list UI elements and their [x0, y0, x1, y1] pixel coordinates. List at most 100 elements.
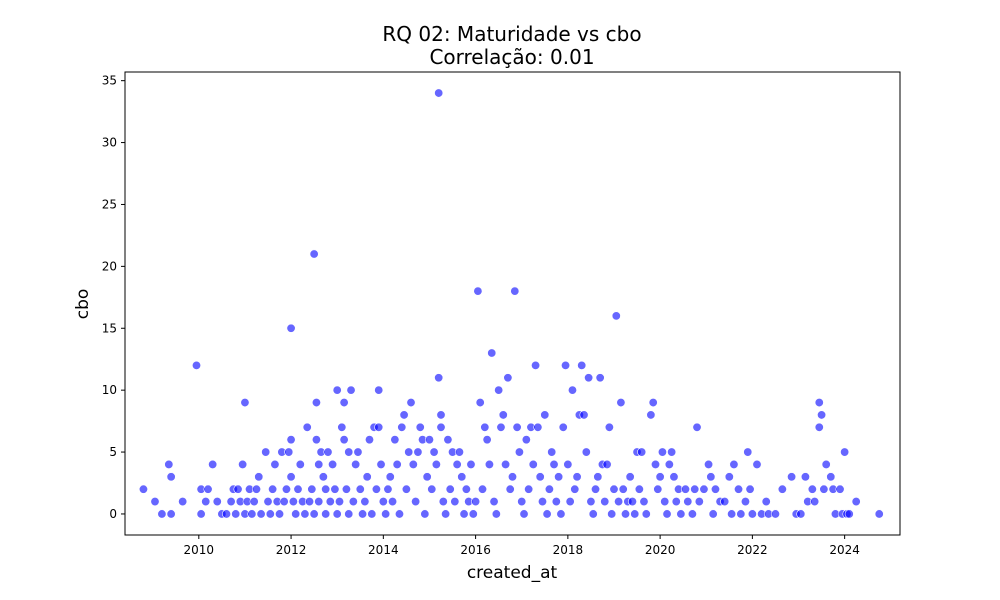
scatter-point	[496, 422, 506, 432]
scatter-point	[489, 497, 499, 507]
scatter-point	[519, 509, 529, 519]
scatter-point	[627, 497, 637, 507]
x-axis-label: created_at	[467, 563, 558, 583]
scatter-point	[646, 410, 656, 420]
scatter-point	[226, 497, 236, 507]
scatter-point	[323, 447, 333, 457]
scatter-point	[669, 472, 679, 482]
scatter-point	[321, 509, 331, 519]
y-tick-label: 25	[102, 197, 117, 211]
scatter-point	[600, 497, 610, 507]
scatter-point	[358, 509, 368, 519]
scatter-point	[309, 509, 319, 519]
scatter-point	[422, 472, 432, 482]
scatter-point	[817, 410, 827, 420]
scatter-point	[533, 422, 543, 432]
scatter-point	[591, 484, 601, 494]
scatter-point	[295, 459, 305, 469]
scatter-point	[441, 509, 451, 519]
scatter-point	[371, 484, 381, 494]
scatter-point	[325, 497, 335, 507]
scatter-point	[734, 484, 744, 494]
scatter-point	[293, 484, 303, 494]
scatter-point	[770, 509, 780, 519]
x-axis-ticks: 2010 2012 2014 2016 2018 2020 2022 2024	[184, 535, 860, 557]
scatter-point	[704, 459, 714, 469]
plot-area-frame	[124, 71, 901, 536]
scatter-point	[475, 398, 485, 408]
scatter-point	[281, 484, 291, 494]
scatter-point	[378, 497, 388, 507]
scatter-point	[291, 509, 301, 519]
scatter-point	[436, 422, 446, 432]
scatter-point	[484, 459, 494, 469]
scatter-point	[337, 422, 347, 432]
scatter-point	[208, 459, 218, 469]
scatter-point	[556, 509, 566, 519]
scatter-point	[344, 447, 354, 457]
scatter-point	[311, 435, 321, 445]
scatter-point	[720, 497, 730, 507]
scatter-point	[427, 484, 437, 494]
x-tick-label: 2012	[276, 543, 307, 557]
scatter-point	[314, 459, 324, 469]
scatter-point	[436, 410, 446, 420]
scatter-point	[521, 435, 531, 445]
scatter-point	[821, 459, 831, 469]
scatter-point	[286, 435, 296, 445]
scatter-point	[438, 497, 448, 507]
scatter-point	[381, 509, 391, 519]
x-tick-label: 2018	[553, 543, 584, 557]
scatter-point	[364, 435, 374, 445]
scatter-point	[376, 459, 386, 469]
scatter-point	[614, 497, 624, 507]
x-tick-label: 2010	[184, 543, 215, 557]
scatter-point	[355, 484, 365, 494]
scatter-point	[800, 472, 810, 482]
scatter-point	[201, 497, 211, 507]
scatter-point	[844, 509, 854, 519]
scatter-point	[660, 497, 670, 507]
scatter-point	[454, 447, 464, 457]
scatter-point	[344, 509, 354, 519]
scatter-point	[528, 459, 538, 469]
scatter-point	[166, 509, 176, 519]
scatter-point	[138, 484, 148, 494]
scatter-point	[655, 472, 665, 482]
scatter-point	[221, 509, 231, 519]
scatter-point	[648, 398, 658, 408]
scatter-point	[524, 484, 534, 494]
scatter-point	[593, 472, 603, 482]
scatter-point	[616, 398, 626, 408]
scatter-point	[501, 459, 511, 469]
scatter-point	[641, 509, 651, 519]
scatter-point	[399, 410, 409, 420]
scatter-point	[353, 447, 363, 457]
scatter-point	[752, 459, 762, 469]
scatter-point	[415, 422, 425, 432]
scatter-point	[699, 484, 709, 494]
scatter-point	[835, 484, 845, 494]
scatter-point	[196, 509, 206, 519]
scatter-point	[745, 484, 755, 494]
scatter-point	[618, 484, 628, 494]
scatter-point	[473, 286, 483, 296]
scatter-point	[680, 484, 690, 494]
scatter-point	[584, 373, 594, 383]
scatter-point	[362, 472, 372, 482]
scatter-point	[286, 472, 296, 482]
scatter-point	[339, 398, 349, 408]
scatter-point	[487, 348, 497, 358]
scatter-point	[434, 373, 444, 383]
scatter-point	[727, 509, 737, 519]
scatter-point	[607, 509, 617, 519]
scatter-point	[494, 385, 504, 395]
scatter-point	[570, 484, 580, 494]
scatter-point	[346, 385, 356, 395]
scatter-point	[321, 484, 331, 494]
scatter-point	[247, 509, 257, 519]
x-tick-label: 2020	[645, 543, 676, 557]
scatter-point	[383, 484, 393, 494]
scatter-point	[480, 422, 490, 432]
scatter-point	[514, 447, 524, 457]
